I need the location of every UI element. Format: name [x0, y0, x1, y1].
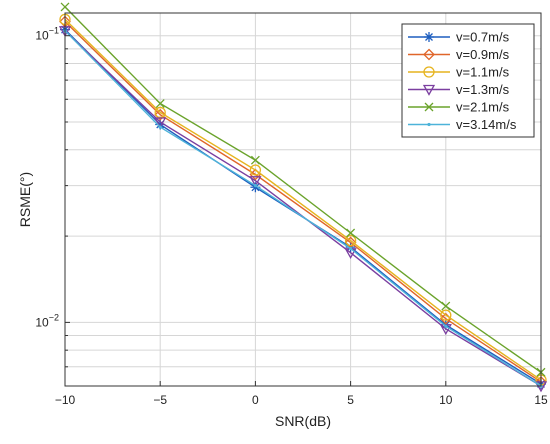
- plot-area-frame: [64, 12, 542, 387]
- data-point: [60, 2, 70, 12]
- data-point: [253, 184, 257, 188]
- y-tick-label: 10−2: [35, 312, 59, 329]
- data-point: [250, 182, 261, 193]
- legend-box: [401, 23, 535, 138]
- legend-marker: [427, 122, 431, 127]
- data-point: [249, 176, 262, 188]
- x-tick-label: −10: [55, 393, 76, 407]
- legend-label: v=2.1m/s: [456, 100, 510, 115]
- series-lines: [58, 2, 548, 393]
- legend-label: v=1.1m/s: [456, 65, 510, 80]
- data-point: [249, 164, 262, 176]
- legend-item: v=0.9m/s: [408, 47, 510, 62]
- series-group: [60, 2, 546, 377]
- series-line: [64, 30, 542, 387]
- x-tick-label: 10: [439, 393, 453, 407]
- legend-marker: [424, 32, 434, 42]
- legend-marker: [423, 48, 435, 61]
- data-point: [444, 324, 448, 328]
- legend: v=0.7m/s v=0.9m/s v=1.1m/s v=1.3m/s v=2.1m/s…: [401, 23, 535, 138]
- x-tick-label: 15: [534, 393, 548, 407]
- series-line: [64, 6, 542, 373]
- series-line: [64, 21, 542, 383]
- legend-marker: [422, 84, 436, 96]
- legend-item: v=1.1m/s: [408, 65, 510, 80]
- data-point: [158, 125, 162, 129]
- legend-marker: [424, 102, 434, 112]
- legend-marker: [423, 66, 435, 78]
- data-point: [440, 309, 452, 321]
- legend-item: v=2.1m/s: [408, 100, 510, 115]
- legend-item: v=1.3m/s: [408, 82, 510, 97]
- legend-item: v=0.7m/s: [408, 30, 510, 45]
- x-tick-label: 0: [252, 393, 259, 407]
- data-point: [154, 117, 167, 129]
- x-tick-label: −5: [153, 393, 167, 407]
- legend-label: v=0.9m/s: [456, 47, 510, 62]
- y-tick-label: 10−1: [35, 26, 59, 43]
- data-point: [441, 301, 451, 311]
- data-point: [349, 246, 353, 251]
- data-point: [155, 99, 165, 108]
- legend-label: v=1.3m/s: [456, 82, 510, 97]
- y-axis-label: RSME(°): [17, 172, 33, 227]
- data-point: [344, 234, 357, 247]
- series-line: [64, 18, 542, 381]
- axis-ticks: −10 −5 0 5 10 15 10−1 10−2: [35, 26, 548, 407]
- data-point: [155, 119, 166, 130]
- x-axis-label: SNR(dB): [275, 413, 331, 429]
- data-point: [154, 108, 167, 121]
- legend-label: v=0.7m/s: [456, 30, 510, 45]
- legend-label: v=3.14m/s: [456, 117, 517, 132]
- x-tick-label: 5: [347, 393, 354, 407]
- legend-item: v=3.14m/s: [408, 117, 517, 132]
- data-point: [250, 155, 260, 165]
- data-point: [346, 228, 356, 238]
